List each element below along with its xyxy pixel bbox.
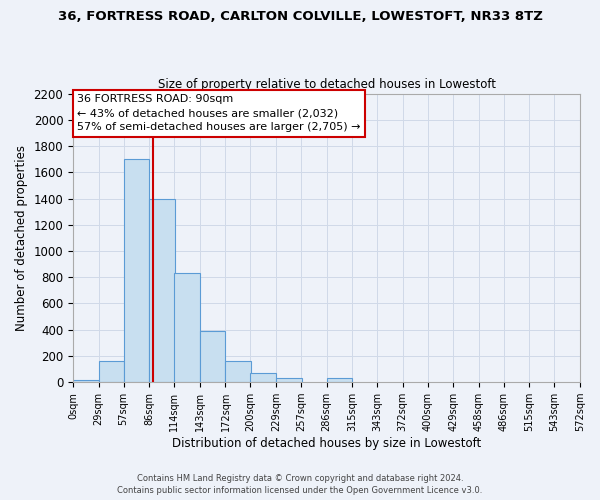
Bar [326, 378, 352, 382]
Bar [200, 331, 226, 382]
Bar [276, 378, 302, 382]
Bar [73, 380, 99, 382]
Text: Contains HM Land Registry data © Crown copyright and database right 2024.
Contai: Contains HM Land Registry data © Crown c… [118, 474, 482, 495]
Bar [250, 373, 276, 382]
Title: Size of property relative to detached houses in Lowestoft: Size of property relative to detached ho… [158, 78, 496, 91]
Text: 36, FORTRESS ROAD, CARLTON COLVILLE, LOWESTOFT, NR33 8TZ: 36, FORTRESS ROAD, CARLTON COLVILLE, LOW… [58, 10, 542, 23]
Y-axis label: Number of detached properties: Number of detached properties [15, 145, 28, 331]
Text: 36 FORTRESS ROAD: 90sqm
← 43% of detached houses are smaller (2,032)
57% of semi: 36 FORTRESS ROAD: 90sqm ← 43% of detache… [77, 94, 361, 132]
Bar [149, 198, 175, 382]
Bar [174, 274, 200, 382]
Bar [99, 361, 124, 382]
Bar [124, 159, 149, 382]
X-axis label: Distribution of detached houses by size in Lowestoft: Distribution of detached houses by size … [172, 437, 481, 450]
Bar [226, 360, 251, 382]
